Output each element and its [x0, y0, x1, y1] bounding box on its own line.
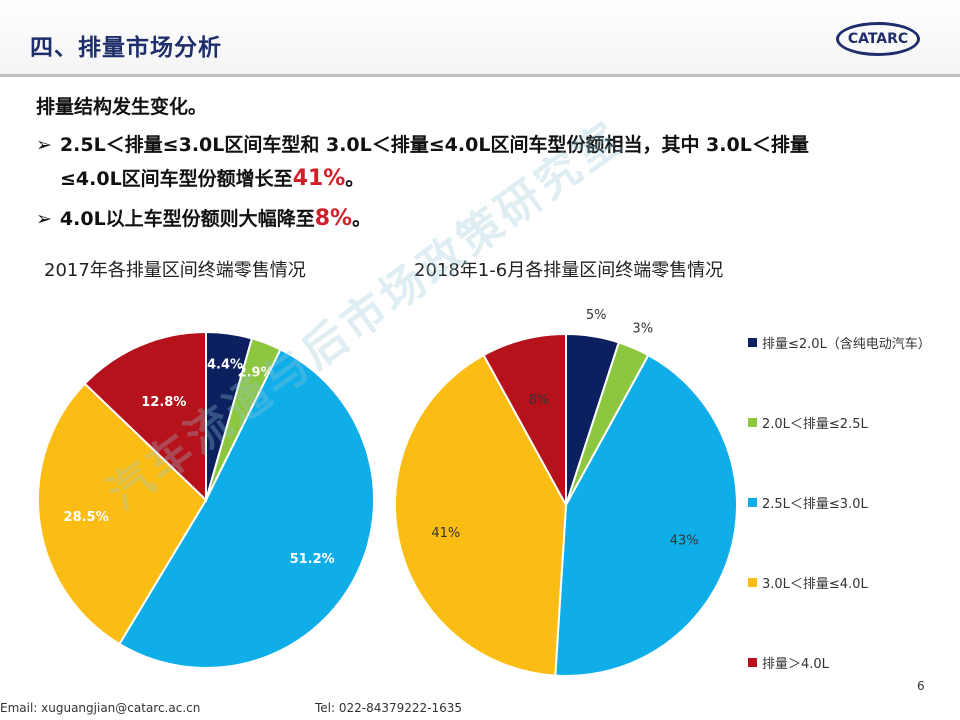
chart-1-label-3: 51.2% [290, 552, 335, 567]
chart-2-title: 2018年1-6月各排量区间终端零售情况 [414, 260, 724, 281]
bullet-arrow-icon: ➢ [36, 134, 52, 156]
legend-label: 2.0L＜排量≤2.5L [762, 417, 868, 432]
bullet-1-text-2: ≤4.0L区间车型份额增长至 [60, 168, 293, 190]
legend-item-2: 2.0L＜排量≤2.5L [748, 413, 960, 433]
chart-1-label-1: 4.4% [207, 358, 243, 373]
chart-1-label-4: 28.5% [64, 510, 109, 525]
highlight-41: 41% [292, 166, 346, 191]
chart-2-label-4: 41% [431, 526, 460, 541]
section-heading: 排量结构发生变化。 [36, 96, 208, 118]
highlight-8: 8% [314, 206, 353, 231]
bullet-2: ➢ 4.0L以上车型份额则大幅降至8%。 [36, 204, 371, 231]
chart-1-label-5: 12.8% [141, 395, 186, 410]
legend-label: 2.5L＜排量≤3.0L [762, 497, 868, 512]
chart-2-label-5: 8% [528, 393, 549, 408]
bullet-2-text: 4.0L以上车型份额则大幅降至 [59, 208, 315, 230]
chart-1-slice-5 [83, 330, 207, 503]
page-number: 6 [917, 679, 925, 693]
legend-item-3: 2.5L＜排量≤3.0L [748, 493, 960, 513]
legend-item-1: 排量≤2.0L（含纯电动汽车） [748, 333, 960, 353]
footer-tel: Tel: 022-84379222-1635 [315, 701, 463, 715]
header-divider [0, 74, 960, 77]
chart-2-slice-3 [554, 353, 738, 677]
chart-1-slice-3 [118, 348, 375, 669]
chart-1-title: 2017年各排量区间终端零售情况 [44, 260, 306, 281]
chart-2-label-2: 3% [632, 322, 653, 337]
legend-label: 排量≤2.0L（含纯电动汽车） [762, 337, 931, 352]
catarc-logo: CATARC [836, 22, 920, 56]
legend-swatch [748, 578, 757, 587]
page-title: 四、排量市场分析 [30, 35, 222, 61]
bullet-1-line-1: ➢ 2.5L＜排量≤3.0L区间车型和 3.0L＜排量≤4.0L区间车型份额相当，… [36, 130, 809, 157]
chart-2-label-1: 5% [586, 308, 607, 323]
legend-item-4: 3.0L＜排量≤4.0L [748, 573, 960, 593]
legend-item-5: 排量＞4.0L [748, 653, 960, 673]
chart-1-label-2: 2.9% [238, 365, 274, 380]
chart-2-slice-4 [394, 353, 568, 677]
legend-swatch [748, 498, 757, 507]
bullet-2-end: 。 [352, 208, 372, 230]
chart-1-slice-4 [37, 382, 208, 646]
legend-swatch [748, 658, 757, 667]
header-bar: 四、排量市场分析 CATARC [0, 0, 960, 74]
legend-swatch [748, 418, 757, 427]
footer-email: Email: xuguangjian@catarc.ac.cn [0, 701, 201, 715]
legend-swatch [748, 338, 757, 347]
chart-2-slice-5 [482, 332, 567, 506]
bullet-1-end: 。 [345, 168, 365, 190]
bullet-arrow-icon: ➢ [36, 208, 52, 230]
bullet-1-line-2: ≤4.0L区间车型份额增长至41%。 [60, 164, 364, 191]
bullet-1-text: 2.5L＜排量≤3.0L区间车型和 3.0L＜排量≤4.0L区间车型份额相当，其… [59, 134, 809, 156]
legend-label: 排量＞4.0L [762, 657, 829, 672]
chart-2-label-3: 43% [670, 533, 699, 548]
legend-label: 3.0L＜排量≤4.0L [762, 577, 868, 592]
